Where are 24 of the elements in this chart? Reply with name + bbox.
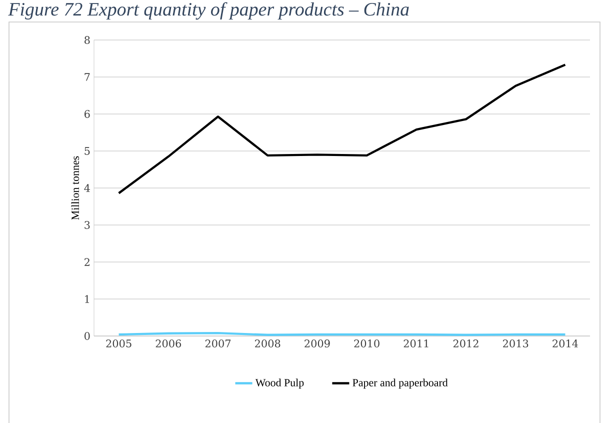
x-tick-label: 2013: [503, 340, 528, 348]
x-tick-label: 2011: [404, 340, 428, 348]
y-tick-label: 1: [85, 295, 90, 303]
legend-label: Wood Pulp: [255, 378, 304, 389]
y-tick-label: 6: [84, 110, 90, 118]
x-tick-label: 2014: [552, 340, 578, 348]
y-tick-label: 8: [84, 36, 90, 44]
x-tick-label: 2009: [304, 340, 330, 348]
line-series: [118, 64, 566, 194]
y-tick-label: 4: [84, 184, 90, 192]
x-tick-label: 2007: [205, 340, 231, 348]
y-tick-label: 0: [84, 332, 90, 340]
y-tick-label: 5: [84, 147, 90, 155]
legend-label: Paper and paperboard: [352, 378, 448, 389]
chart-title: Figure 72 Export quantity of paper products – China: [8, 2, 409, 20]
x-tick-label: 2010: [354, 340, 380, 348]
y-tick-label: 2: [84, 258, 90, 266]
x-tick-label: 2012: [453, 340, 478, 348]
x-tick-label: 2008: [255, 340, 280, 348]
y-axis-title: Million tonnes: [71, 156, 79, 220]
x-tick-label: 2005: [106, 340, 132, 348]
y-tick-label: 7: [84, 73, 90, 81]
x-tick-label: 2006: [156, 340, 182, 348]
y-tick-label: 3: [84, 221, 90, 229]
